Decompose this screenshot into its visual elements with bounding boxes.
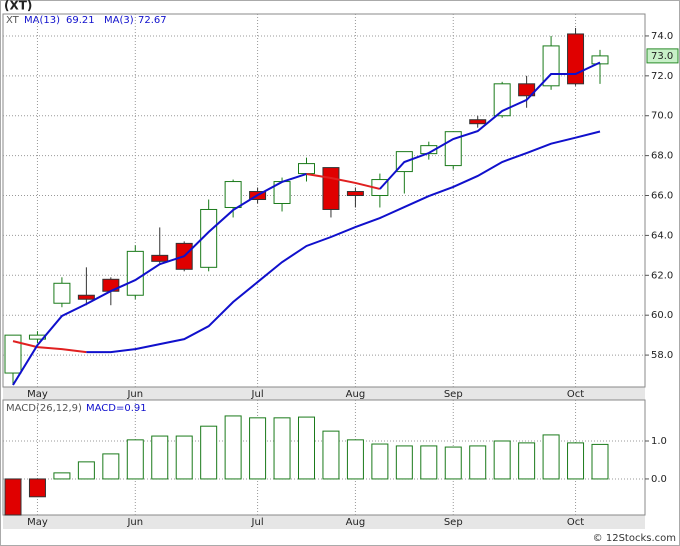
x-band	[3, 515, 645, 529]
macd-bar	[567, 442, 585, 480]
macd-bar	[77, 461, 95, 480]
macd-bar	[444, 446, 462, 480]
ma-line	[12, 173, 307, 386]
candle-body	[224, 181, 242, 208]
x-tick-label: Jul	[251, 517, 264, 528]
legend-ma13: MA(13)	[24, 15, 60, 26]
macd-bar	[28, 478, 46, 498]
ma-line	[86, 130, 601, 354]
macd-bar	[4, 478, 22, 516]
x-tick-label: May	[27, 517, 48, 528]
macd-bar	[420, 445, 438, 480]
ma-line	[306, 172, 381, 190]
macd-bar	[518, 442, 536, 480]
y-tick-label: 1.0	[651, 436, 667, 447]
y-tick-label: 64.0	[651, 230, 673, 241]
macd-bar	[200, 425, 218, 480]
macd-bar	[395, 445, 413, 480]
x-tick-label: Sep	[444, 389, 463, 400]
candle-body	[200, 208, 218, 268]
price-tag	[646, 48, 679, 64]
y-tick-label: 62.0	[651, 270, 673, 281]
macd-legend: MACD=0.91	[86, 403, 147, 414]
macd-bar	[322, 430, 340, 480]
macd-bar	[273, 417, 291, 480]
y-tick-label: 68.0	[651, 151, 673, 162]
macd-bar	[298, 416, 315, 480]
macd-bar	[542, 434, 560, 480]
macd-bar	[102, 453, 120, 480]
x-tick-label: Sep	[444, 517, 463, 528]
x-tick-label: Oct	[567, 517, 584, 528]
candle-body	[4, 334, 22, 374]
legend-ma13-value: 69.21	[66, 15, 95, 26]
x-tick-label: May	[27, 389, 48, 400]
ma-line	[379, 61, 601, 190]
candle-body	[469, 119, 487, 125]
macd-bar	[591, 443, 609, 480]
legend-symbol: XT	[6, 15, 20, 26]
candle-body	[567, 33, 585, 85]
macd-bar	[151, 435, 169, 480]
y-tick-label: 60.0	[651, 310, 673, 321]
macd-bar	[175, 435, 193, 480]
y-tick-label: 0.0	[651, 474, 667, 485]
y-tick-label: 66.0	[651, 191, 673, 202]
macd-bar	[249, 417, 267, 480]
candle-body	[346, 191, 364, 197]
x-tick-label: Aug	[346, 517, 366, 528]
candle-body	[126, 250, 144, 296]
chart-title: (XT)	[4, 0, 32, 13]
macd-panel	[2, 399, 646, 516]
candle-body	[77, 294, 95, 300]
x-tick-label: Oct	[567, 389, 584, 400]
x-tick-label: Aug	[346, 389, 366, 400]
macd-bar	[371, 443, 389, 480]
candle-body	[518, 83, 536, 97]
x-tick-label: Jun	[126, 389, 143, 400]
price-tag-label: 73.0	[651, 51, 673, 62]
candle-body	[298, 163, 315, 175]
candle-body	[151, 254, 169, 262]
macd-bar	[493, 440, 511, 480]
candle-body	[542, 45, 560, 87]
macd-bar	[126, 439, 144, 480]
macd-bar	[469, 445, 487, 480]
legend-ma3: MA(3)	[104, 15, 134, 26]
footer: © 12Stocks.com	[593, 533, 676, 544]
y-tick-label: 58.0	[651, 350, 673, 361]
macd-bar	[346, 439, 364, 480]
macd-bar	[224, 415, 242, 480]
y-tick-label: 70.0	[651, 111, 673, 122]
macd-name: MACD(26,12,9)	[6, 403, 82, 414]
candle-body	[591, 55, 609, 65]
y-tick-label: 74.0	[651, 31, 673, 42]
x-tick-label: Jul	[251, 389, 264, 400]
ma-line	[12, 340, 87, 354]
x-tick-label: Jun	[126, 517, 143, 528]
main-panel	[2, 13, 646, 388]
candle-body	[444, 131, 462, 167]
macd-bar	[53, 472, 71, 480]
candle-body	[322, 167, 340, 210]
legend-ma3-value: 72.67	[138, 15, 167, 26]
candle-body	[53, 282, 71, 304]
x-band	[3, 387, 645, 400]
candle-body	[493, 83, 511, 117]
y-tick-label: 72.0	[651, 71, 673, 82]
